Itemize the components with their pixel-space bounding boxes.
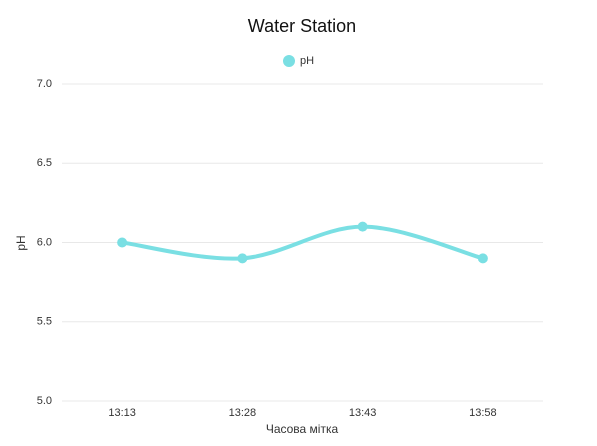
series-line: [120, 224, 485, 261]
y-tick-label: 6.0: [37, 236, 52, 248]
y-axis-label: pH: [14, 235, 28, 250]
data-point: [477, 253, 488, 264]
y-tick-label: 5.5: [37, 316, 52, 328]
x-tick-label: 13:28: [229, 407, 257, 419]
y-tick-label: 5.0: [37, 395, 52, 407]
chart-title: Water Station: [248, 16, 356, 36]
legend-label: pH: [300, 55, 314, 67]
x-tick-label: 13:43: [349, 407, 377, 419]
y-tick-label: 7.0: [37, 78, 52, 90]
legend-marker: [283, 55, 295, 67]
data-point: [117, 237, 128, 248]
data-point: [237, 253, 248, 264]
x-tick-label: 13:13: [108, 407, 136, 419]
y-tick-label: 6.5: [37, 157, 52, 169]
data-point: [357, 221, 368, 232]
x-tick-label: 13:58: [469, 407, 497, 419]
x-axis-label: Часова мітка: [266, 422, 339, 436]
